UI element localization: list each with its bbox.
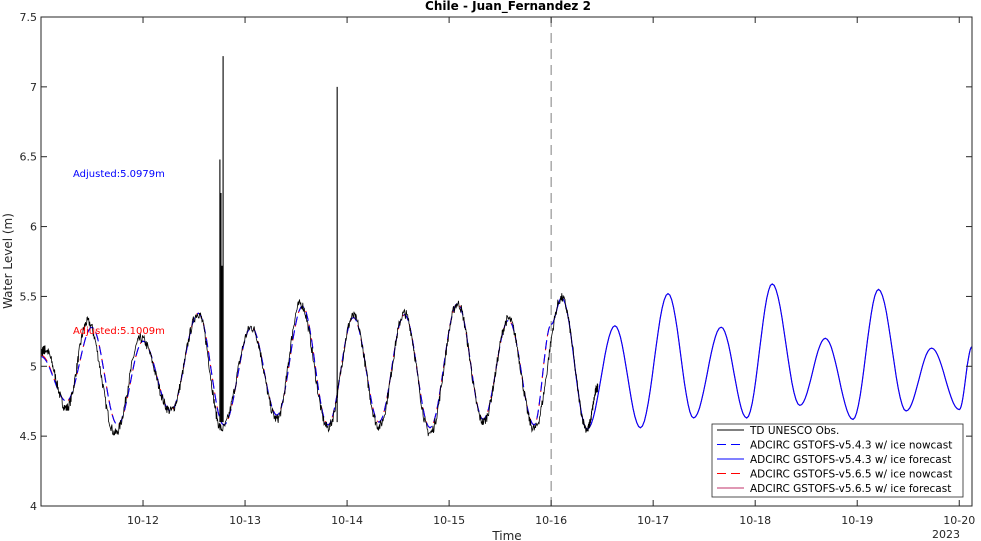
x-tick-label: 10-14 bbox=[331, 514, 363, 527]
y-tick-label: 5 bbox=[30, 360, 37, 373]
x-tick-label: 10-15 bbox=[433, 514, 465, 527]
x-tick-label: 10-12 bbox=[127, 514, 159, 527]
y-tick-label: 6.5 bbox=[20, 151, 38, 164]
series-line-2 bbox=[550, 283, 973, 430]
axes-box bbox=[40, 16, 973, 507]
chart-title: Chile - Juan_Fernandez 2 bbox=[425, 0, 591, 14]
legend-entry-2: ADCIRC GSTOFS-v5.4.3 w/ ice forecast bbox=[750, 454, 951, 466]
annotation-0: Adjusted:5.0979m bbox=[73, 169, 165, 180]
legend-entry-4: ADCIRC GSTOFS-v5.6.5 w/ ice forecast bbox=[750, 483, 951, 495]
legend: TD UNESCO Obs. ADCIRC GSTOFS-v5.4.3 w/ ic… bbox=[711, 423, 964, 498]
series-line-0 bbox=[40, 293, 599, 437]
x-tick-label: 10-13 bbox=[229, 514, 261, 527]
legend-entry-3: ADCIRC GSTOFS-v5.6.5 w/ ice nowcast bbox=[750, 469, 952, 481]
legend-entry-0: TD UNESCO Obs. bbox=[749, 425, 839, 437]
plot-area: Adjusted:5.0979m Adjusted:5.1009m bbox=[40, 17, 973, 506]
y-tick-label: 7.5 bbox=[20, 11, 38, 24]
x-tick-label: 10-19 bbox=[841, 514, 873, 527]
annotation-1: Adjusted:5.1009m bbox=[73, 326, 165, 337]
x-axis-title: Time bbox=[491, 529, 521, 541]
year-label: 2023 bbox=[932, 528, 960, 541]
x-tick-label: 10-18 bbox=[739, 514, 771, 527]
y-tick-label: 7 bbox=[30, 81, 37, 94]
legend-box bbox=[711, 423, 964, 498]
y-tick-label: 4 bbox=[30, 500, 37, 513]
x-tick-label: 10-16 bbox=[535, 514, 567, 527]
y-tick-label: 5.5 bbox=[20, 290, 38, 303]
y-axis-title: Water Level (m) bbox=[1, 213, 15, 309]
legend-entry-1: ADCIRC GSTOFS-v5.4.3 w/ ice nowcast bbox=[750, 440, 952, 452]
y-tick-label: 6 bbox=[30, 221, 37, 234]
x-tick-label: 10-20 bbox=[943, 514, 975, 527]
axes: 4 4.5 5 5.5 6 6.5 7 7.5 10-12 10-13 10-14 10-15 10-1… bbox=[20, 11, 976, 527]
x-tick-label: 10-17 bbox=[637, 514, 669, 527]
y-tick-label: 4.5 bbox=[20, 430, 38, 443]
